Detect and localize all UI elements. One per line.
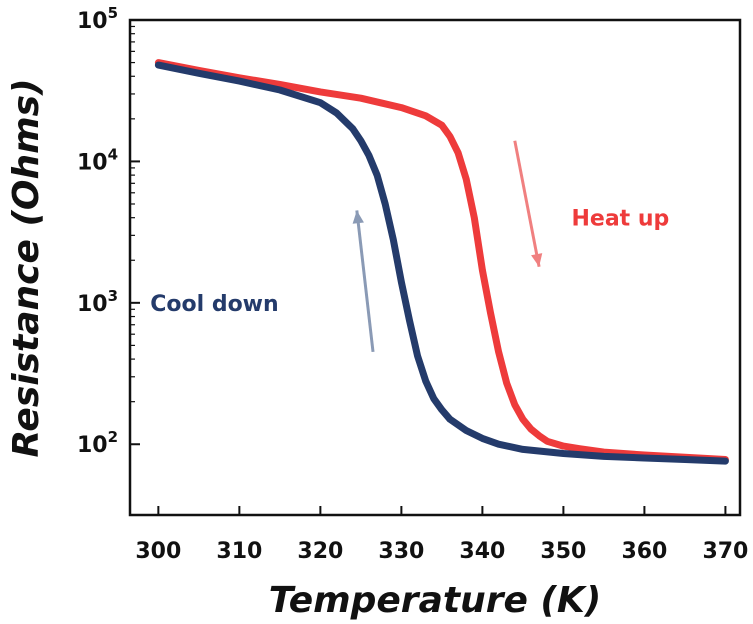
heat-up-arrow [513, 140, 541, 268]
x-tick-label: 310 [216, 539, 262, 564]
plot-frame [128, 18, 742, 517]
y-tick-label: 105 [77, 4, 118, 34]
y-axis-ticks: 102 103 104 105 [77, 4, 140, 458]
y-axis-title: Resistance (Ohms) [6, 78, 47, 457]
cool-down-label: Cool down [150, 292, 278, 317]
cool-down-arrow [355, 210, 375, 353]
y-tick-label: 103 [77, 287, 118, 317]
x-tick-label: 340 [459, 539, 505, 564]
x-tick-label: 360 [621, 539, 667, 564]
x-axis-ticks: 300 310 320 330 340 350 360 370 [135, 506, 748, 564]
heat-up-label: Heat up [572, 207, 670, 232]
cool-down-arrow-head [352, 210, 364, 224]
x-axis-title: Temperature (K) [269, 580, 601, 621]
x-tick-label: 320 [297, 539, 343, 564]
x-tick-label: 350 [540, 539, 586, 564]
y-tick-label: 102 [77, 428, 118, 458]
x-tick-label: 370 [702, 539, 748, 564]
x-tick-label: 330 [378, 539, 424, 564]
y-tick-label: 104 [77, 145, 118, 175]
series-line-heat-up [154, 59, 729, 463]
heat-up-arrow-head [531, 253, 543, 267]
annotation-layer: Heat up Cool down [150, 140, 670, 353]
series-line-cool-down [154, 61, 729, 465]
series-layer [154, 59, 729, 465]
x-tick-label: 300 [135, 539, 181, 564]
